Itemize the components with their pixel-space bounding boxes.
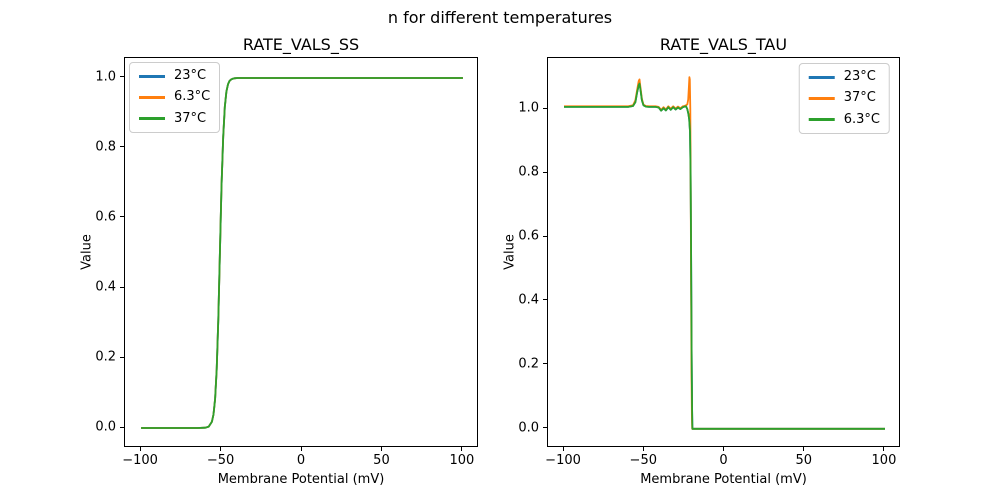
legend-line-sample: [139, 95, 165, 99]
legend-label: 37°C: [174, 110, 207, 126]
y-tick-label: 0.8: [518, 164, 539, 180]
x-tick-mark: [461, 447, 463, 451]
legend-line-sample: [139, 74, 165, 78]
x-tick-label: 0: [719, 453, 728, 468]
legend-entry: 23°C: [139, 68, 210, 83]
legend-entry: 23°C: [808, 69, 880, 84]
legend-entry: 6.3°C: [808, 111, 880, 127]
x-tick-mark: [380, 447, 382, 451]
legend: 23°C 37°C 6.3°C: [798, 63, 890, 134]
y-tick-label: 0.0: [518, 420, 539, 436]
y-tick-label: 0.8: [95, 139, 116, 155]
y-tick-mark: [543, 235, 547, 237]
legend-entry: 37°C: [139, 110, 210, 126]
x-tick-label: −50: [629, 453, 657, 468]
x-tick-label: 50: [795, 453, 812, 468]
x-tick-mark: [642, 447, 644, 451]
x-tick-mark: [300, 447, 302, 451]
y-tick-label: 0.4: [518, 292, 539, 308]
y-tick-mark: [543, 107, 547, 109]
y-axis-label: Value: [79, 234, 95, 270]
x-tick-mark: [220, 447, 222, 451]
y-tick-label: 0.4: [95, 279, 116, 295]
legend-line-sample: [139, 117, 165, 121]
legend-label: 6.3°C: [843, 111, 880, 127]
x-tick-label: −50: [206, 453, 235, 468]
y-tick-mark: [120, 76, 124, 78]
y-tick-label: 1.0: [518, 100, 539, 116]
x-tick-label: 0: [296, 453, 306, 468]
y-tick-mark: [120, 146, 124, 148]
x-tick-label: 50: [373, 453, 390, 468]
y-tick-mark: [543, 171, 547, 173]
legend-entry: 37°C: [808, 90, 880, 106]
legend-entry: 6.3°C: [139, 89, 211, 105]
legend-line-sample: [808, 96, 835, 100]
x-tick-label: 100: [871, 453, 897, 468]
y-tick-mark: [543, 427, 547, 429]
y-tick-label: 0.6: [518, 228, 539, 244]
legend-line-sample: [808, 75, 835, 79]
y-tick-mark: [120, 356, 124, 358]
plot-area: [564, 76, 885, 430]
y-tick-label: 0.2: [95, 349, 116, 365]
series-line-23°C: [564, 82, 885, 430]
x-axis-label: Membrane Potential (mV): [217, 472, 385, 487]
x-tick-mark: [803, 447, 805, 451]
y-tick-label: 0.0: [95, 419, 116, 435]
y-axis-label: Value: [502, 234, 518, 270]
y-tick-mark: [120, 216, 124, 218]
legend: 23°C 6.3°C 37°C: [129, 62, 221, 133]
x-tick-label: 100: [449, 453, 475, 468]
y-tick-mark: [120, 286, 124, 288]
legend-label: 23°C: [843, 69, 876, 84]
x-tick-label: −100: [122, 453, 158, 468]
y-tick-label: 0.2: [518, 356, 539, 372]
y-tick-mark: [543, 299, 547, 301]
subplot-title-right: RATE_VALS_TAU: [659, 35, 788, 54]
figure-title: n for different temperatures: [387, 8, 613, 27]
legend-label: 6.3°C: [174, 89, 211, 105]
x-axis-label: Membrane Potential (mV): [640, 472, 807, 487]
plot-area: [141, 77, 463, 429]
subplot-title-left: RATE_VALS_SS: [242, 35, 360, 54]
axes-right: [547, 57, 900, 447]
x-tick-label: −100: [545, 453, 581, 468]
y-tick-mark: [543, 363, 547, 365]
x-tick-mark: [139, 447, 141, 451]
x-tick-mark: [883, 447, 885, 451]
series-line-37°C: [141, 77, 463, 429]
y-tick-label: 0.6: [95, 209, 116, 225]
y-tick-label: 1.0: [95, 69, 116, 85]
legend-label: 23°C: [174, 68, 207, 83]
x-tick-mark: [723, 447, 724, 451]
legend-label: 37°C: [843, 90, 876, 106]
series-line-6.3°C: [564, 82, 885, 430]
legend-line-sample: [808, 118, 835, 122]
x-tick-mark: [562, 447, 564, 451]
y-tick-mark: [120, 426, 124, 428]
